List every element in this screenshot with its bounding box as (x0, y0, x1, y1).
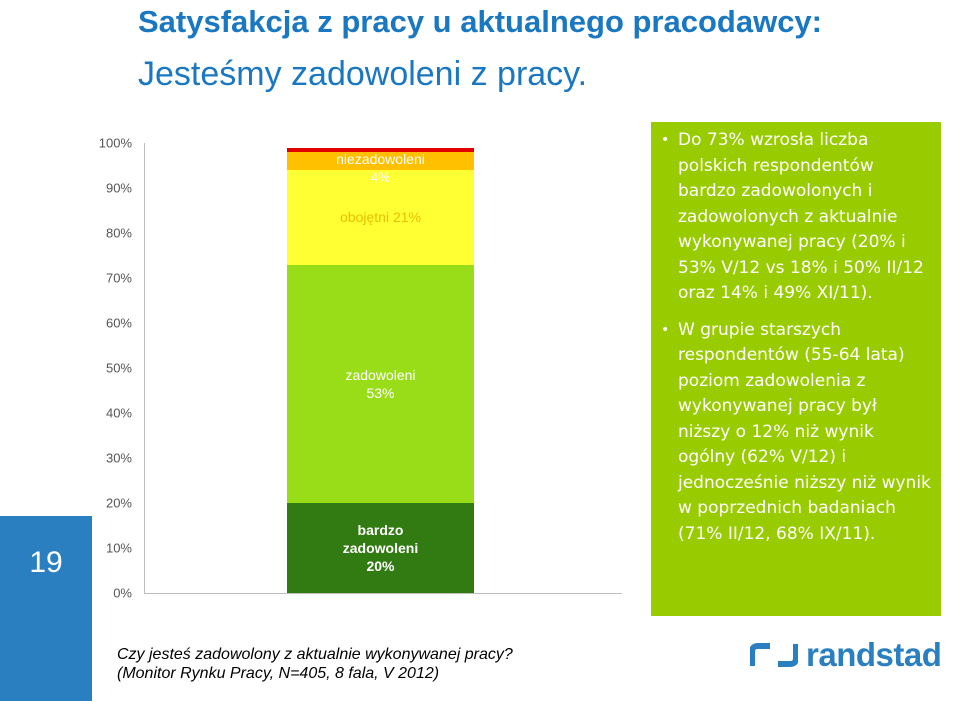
y-tick-label: 100% (98, 135, 132, 151)
randstad-logo-icon (750, 643, 798, 667)
bar-segment-obojętni (287, 170, 474, 265)
left-band-decoration (0, 610, 92, 701)
bar-segment-niezadowoleni (287, 152, 474, 170)
footer-question: Czy jesteś zadowolony z aktualnie wykony… (117, 646, 513, 663)
info-bullet-1: • Do 73% wzrosła liczba polskich respond… (659, 128, 931, 307)
bar-label-zadowoleni: zadowoleni 53% (345, 366, 416, 401)
page-number-band: 19 (0, 516, 92, 610)
bar-segment-bardzo-zadowoleni (287, 503, 474, 593)
bar-segment-zadowoleni (287, 264, 474, 503)
bullet-icon: • (661, 132, 670, 148)
bar-label-bardzo-zadowoleni: bardzo zadowoleni 20% (342, 522, 419, 574)
info-box: • Do 73% wzrosła liczba polskich respond… (651, 122, 941, 616)
info-bullet-2: • W grupie starszych respondentów (55-64… (659, 318, 931, 548)
footer-source: (Monitor Rynku Pracy, N=405, 8 fala, V 2… (117, 665, 440, 682)
x-axis-line (144, 593, 622, 594)
y-tick-label: 10% (105, 540, 132, 556)
y-axis-line (144, 143, 145, 593)
info-bullet-1-text: Do 73% wzrosła liczba polskich responden… (678, 130, 924, 303)
randstad-logo-text: randstad (806, 636, 942, 673)
info-bullet-2-text: W grupie starszych respondentów (55-64 l… (678, 319, 931, 544)
page-number: 19 (29, 546, 63, 579)
y-tick-label: 30% (105, 450, 132, 466)
y-tick-label: 70% (105, 270, 132, 286)
footer-note: Czy jesteś zadowolony z aktualnie wykony… (117, 645, 513, 683)
bar-label-obojętni: obojętni 21% (340, 209, 421, 226)
slide-title: Satysfakcja z pracy u aktualnego pracoda… (138, 4, 822, 39)
bar-segment-bardzo-niezadowoleni (287, 147, 474, 152)
slide-subtitle: Jesteśmy zadowoleni z pracy. (138, 55, 588, 93)
y-tick-label: 80% (105, 225, 132, 241)
y-tick-label: 90% (105, 180, 132, 196)
y-tick-label: 60% (105, 315, 132, 331)
y-tick-label: 40% (105, 405, 132, 421)
y-tick-label: 50% (105, 360, 132, 376)
info-bullet-list: • Do 73% wzrosła liczba polskich respond… (659, 128, 931, 547)
randstad-logo: randstad (750, 636, 942, 674)
y-tick-label: 20% (105, 495, 132, 511)
bar-label-niezadowoleni: niezadowoleni 4% (336, 151, 425, 185)
bullet-icon: • (661, 321, 670, 338)
y-tick-label: 0% (113, 585, 132, 601)
